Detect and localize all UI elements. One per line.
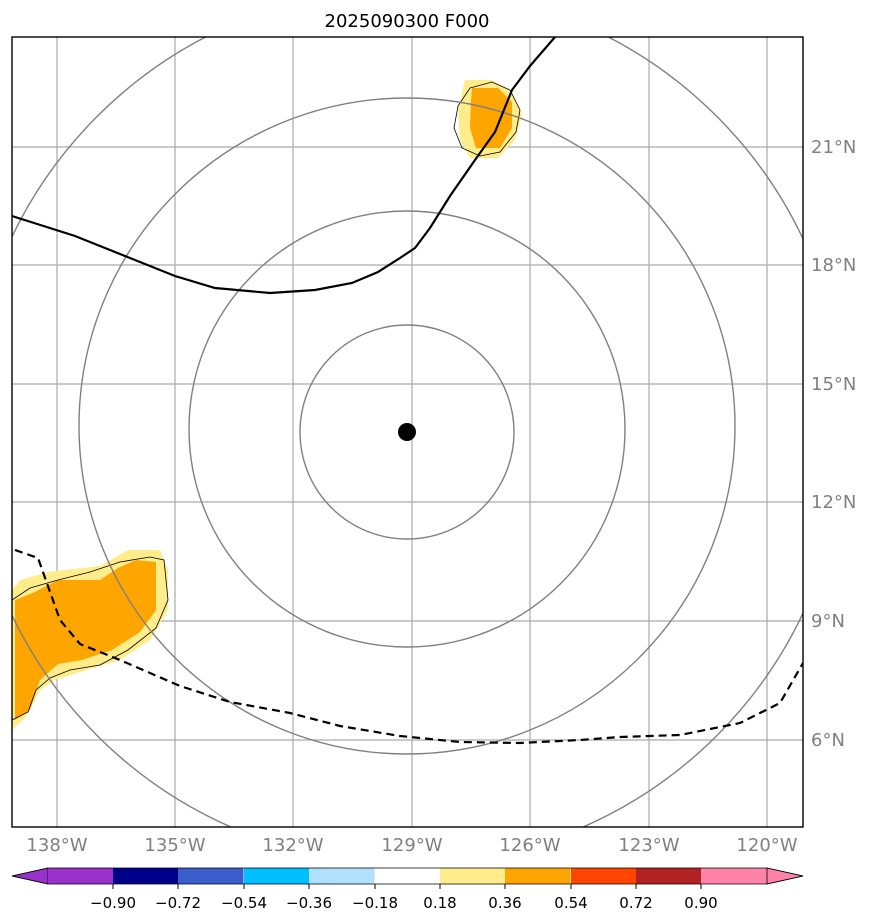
range-ring-3: [78, 97, 736, 755]
colorbar-segment: [440, 868, 506, 884]
map-area: [12, 37, 803, 827]
lat-tick-label: 12°N: [811, 492, 856, 513]
colorbar-tick-label: −0.90: [90, 894, 136, 912]
colorbar-segment: [244, 868, 310, 884]
shaded-region-north: [453, 80, 522, 158]
colorbar-segment: [505, 868, 571, 884]
colorbar-tick-label: 0.54: [554, 894, 587, 912]
colorbar-segment: [113, 868, 179, 884]
storm-center-marker: [398, 423, 416, 441]
range-ring-4: [12, 37, 803, 827]
range-rings: [12, 37, 803, 827]
colorbar-tick-marks: [112, 884, 702, 889]
colorbar-outline: [11, 867, 804, 885]
lat-tick-label: 15°N: [811, 374, 856, 395]
lon-tick-labels: 138°W 135°W 132°W 129°W 126°W 123°W 120°…: [26, 835, 797, 856]
colorbar-over-arrow: [766, 867, 804, 885]
range-ring-2: [188, 210, 626, 648]
contour-solid-line: [12, 37, 556, 295]
colorbar-segment: [375, 868, 441, 884]
lon-tick-label: 123°W: [618, 835, 679, 856]
lat-tick-label: 18°N: [811, 255, 856, 276]
lat-tick-label: 9°N: [811, 611, 845, 632]
colorbar-tick-label: 0.72: [619, 894, 652, 912]
colorbar-tick-label: −0.36: [286, 894, 332, 912]
colorbar-tick-label: 0.36: [488, 894, 521, 912]
lon-tick-label: 126°W: [499, 835, 560, 856]
colorbar-under-arrow: [11, 867, 49, 885]
range-ring-1: [299, 324, 515, 540]
lat-tick-labels: 21°N 18°N 15°N 12°N 9°N 6°N: [811, 137, 856, 751]
lat-tick-label: 6°N: [811, 730, 845, 751]
colorbar-segment: [48, 868, 114, 884]
colorbar-over-segment: [701, 868, 767, 884]
colorbar-tick-label: −0.72: [155, 894, 201, 912]
lon-tick-label: 120°W: [736, 835, 797, 856]
colorbar-segment: [309, 868, 375, 884]
map-frame: [11, 36, 804, 828]
lon-tick-label: 132°W: [262, 835, 323, 856]
figure-title: 2025090300 F000: [325, 11, 490, 32]
colorbar-segment: [571, 868, 637, 884]
lon-tick-label: 135°W: [144, 835, 205, 856]
colorbar-tick-label: 0.90: [684, 894, 717, 912]
lon-tick-label: 129°W: [381, 835, 442, 856]
colorbar-tick-label: −0.18: [352, 894, 398, 912]
shaded-region-southwest: [12, 550, 169, 730]
lat-tick-label: 21°N: [811, 137, 856, 158]
colorbar-segment: [178, 868, 244, 884]
colorbar-segment: [636, 868, 702, 884]
contour-dashed-line: [14, 548, 803, 745]
colorbar-tick-label: 0.18: [423, 894, 456, 912]
lon-tick-label: 138°W: [26, 835, 87, 856]
colorbar: −0.90 −0.72 −0.54 −0.36 −0.18 0.18 0.36 …: [11, 867, 804, 912]
colorbar-tick-label: −0.54: [221, 894, 267, 912]
